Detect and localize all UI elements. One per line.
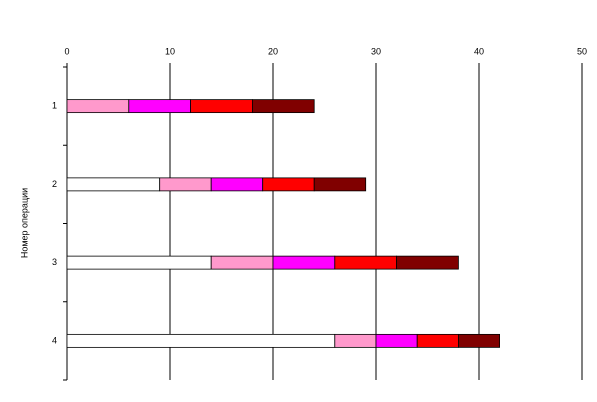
bar-segment [313, 177, 367, 192]
bar-segment [396, 255, 459, 270]
x-tick-label: 20 [268, 46, 278, 56]
bar-segment [272, 255, 336, 270]
x-tick-label: 0 [64, 46, 69, 56]
y-axis-label: Номер операции [19, 188, 29, 258]
x-tick-label: 30 [371, 46, 381, 56]
x-tick-label: 50 [577, 46, 587, 56]
bar-segment [66, 99, 130, 114]
y-tick-label: 2 [52, 179, 57, 189]
bar-segment [190, 99, 253, 114]
bar-segment [262, 177, 315, 192]
x-tick-label: 40 [474, 46, 484, 56]
bar-segment [159, 177, 212, 192]
y-tick-label: 4 [52, 335, 57, 345]
bar-segment [375, 333, 418, 348]
bar-segment [334, 333, 377, 348]
bar-segment [210, 255, 274, 270]
bar-segment [457, 333, 500, 348]
bar-segment [66, 177, 161, 192]
bar-segment [251, 99, 315, 114]
x-tick-label: 10 [165, 46, 175, 56]
y-tick-label: 1 [52, 101, 57, 111]
y-tick-label: 3 [52, 257, 57, 267]
bar-segment [416, 333, 459, 348]
bar-segment [66, 255, 212, 270]
bar-segment [334, 255, 397, 270]
bar-segment [128, 99, 192, 114]
bar-segment [66, 333, 336, 348]
bar-segment [210, 177, 264, 192]
